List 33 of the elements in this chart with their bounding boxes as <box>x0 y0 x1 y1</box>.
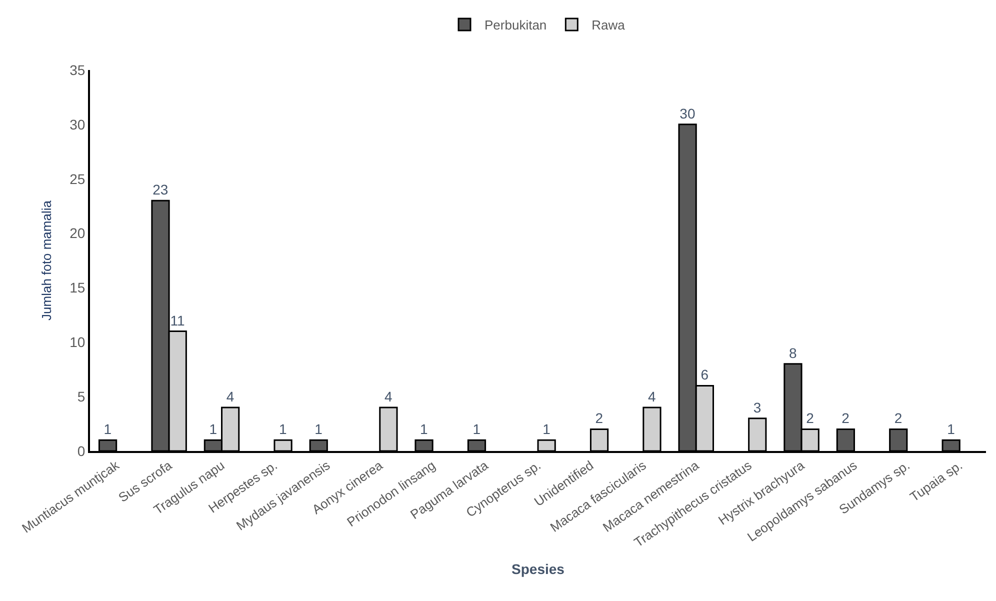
data-label: 2 <box>806 410 814 426</box>
data-label: 1 <box>209 421 218 438</box>
y-tick-label: 20 <box>70 225 86 242</box>
data-label: 2 <box>595 410 604 426</box>
data-label: 23 <box>152 182 168 198</box>
data-label: 1 <box>104 421 112 438</box>
data-label: 11 <box>170 312 185 328</box>
data-label: 3 <box>753 399 762 416</box>
data-label: 8 <box>788 344 797 361</box>
data-label: 4 <box>648 388 656 404</box>
data-label: 2 <box>894 410 902 426</box>
y-tick-label: 5 <box>77 388 86 404</box>
data-label: 4 <box>384 388 392 404</box>
legend-label: Rawa <box>592 18 626 33</box>
data-label: 1 <box>420 421 428 438</box>
y-tick-label: 35 <box>70 62 86 78</box>
y-tick-label: 30 <box>70 116 86 132</box>
y-tick-label: 25 <box>70 170 86 187</box>
data-label: 2 <box>842 410 850 426</box>
data-label: 6 <box>700 366 709 383</box>
data-label: 1 <box>472 421 481 438</box>
y-tick-label: 0 <box>77 442 86 459</box>
data-label: 30 <box>680 105 696 122</box>
data-label: 1 <box>279 421 288 438</box>
y-tick-label: 10 <box>70 334 86 350</box>
data-label: 1 <box>947 421 956 438</box>
x-axis-title: Spesies <box>512 560 565 577</box>
data-label: 4 <box>226 388 234 404</box>
y-tick-label: 15 <box>70 280 86 296</box>
data-label: 1 <box>314 421 323 438</box>
legend-label: Perbukitan <box>484 18 547 33</box>
data-label: 1 <box>542 421 551 438</box>
y-axis-title: Jumlah foto mamalia <box>39 200 54 320</box>
